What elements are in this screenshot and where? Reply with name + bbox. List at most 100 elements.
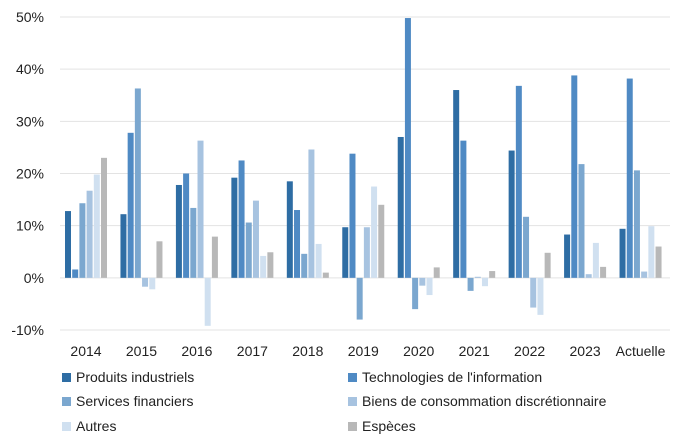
bar xyxy=(619,228,626,278)
bar xyxy=(260,255,267,278)
x-tick-label: 2014 xyxy=(70,343,101,359)
bar xyxy=(149,277,156,290)
bar xyxy=(286,181,293,278)
bar xyxy=(626,78,633,278)
y-tick-label: 30% xyxy=(16,113,44,129)
legend-label: Autres xyxy=(76,418,116,434)
bar xyxy=(600,266,607,278)
bar xyxy=(412,277,419,310)
bar xyxy=(120,214,127,278)
y-tick-label: 20% xyxy=(16,166,44,182)
x-tick-label: 2020 xyxy=(403,343,434,359)
bar xyxy=(585,274,592,278)
bar xyxy=(342,227,349,278)
x-tick-label: 2018 xyxy=(292,343,323,359)
bar xyxy=(175,184,182,278)
bar xyxy=(101,157,107,278)
legend-swatch xyxy=(62,397,71,406)
bar xyxy=(508,150,515,278)
bar xyxy=(322,272,329,278)
bars xyxy=(65,18,662,326)
y-axis-ticks: 50% 40% 30% 20% 10% 0% -10% xyxy=(11,9,44,338)
bar xyxy=(460,140,467,278)
bar xyxy=(489,271,496,278)
x-tick-label: 2021 xyxy=(459,343,490,359)
bar xyxy=(86,190,93,278)
y-tick-label: 50% xyxy=(16,9,44,25)
y-tick-label: 10% xyxy=(16,218,44,234)
bar xyxy=(648,226,655,278)
legend: Produits industriels Technologies de l'in… xyxy=(62,369,607,434)
bar xyxy=(72,269,79,278)
x-tick-label: Actuelle xyxy=(616,343,666,359)
bar xyxy=(134,88,141,278)
bar xyxy=(349,153,356,278)
bar xyxy=(397,136,404,278)
bar xyxy=(245,222,252,278)
bar xyxy=(544,252,551,278)
x-tick-label: 2017 xyxy=(237,343,268,359)
y-tick-label: -10% xyxy=(11,322,44,338)
bar xyxy=(142,277,149,287)
bar xyxy=(474,276,481,278)
bar xyxy=(641,271,648,278)
x-tick-label: 2016 xyxy=(181,343,212,359)
x-tick-label: 2022 xyxy=(514,343,545,359)
bar xyxy=(231,177,238,278)
bar xyxy=(371,186,378,278)
bar xyxy=(197,140,204,278)
legend-label: Espèces xyxy=(362,418,416,434)
bar xyxy=(252,200,259,278)
bar xyxy=(308,149,315,278)
legend-label: Technologies de l'information xyxy=(362,369,542,385)
bar xyxy=(515,85,522,278)
bar xyxy=(190,207,197,278)
bar xyxy=(419,277,426,286)
bar xyxy=(481,277,488,287)
bar xyxy=(655,246,662,278)
bar xyxy=(156,241,163,278)
bar xyxy=(378,204,385,278)
legend-swatch xyxy=(348,422,357,431)
legend-swatch xyxy=(62,373,71,382)
bar xyxy=(65,211,71,278)
legend-swatch xyxy=(62,422,71,431)
legend-swatch xyxy=(348,373,357,382)
legend-label: Services financiers xyxy=(76,393,194,409)
bar xyxy=(467,277,474,291)
bar xyxy=(537,277,544,315)
bar xyxy=(301,253,308,278)
bar xyxy=(433,267,440,278)
x-tick-label: 2019 xyxy=(348,343,379,359)
x-tick-label: 2015 xyxy=(126,343,157,359)
bar xyxy=(564,234,571,278)
y-tick-label: 40% xyxy=(16,61,44,77)
x-tick-label: 2023 xyxy=(570,343,601,359)
bar xyxy=(127,132,134,278)
bar xyxy=(523,216,530,278)
bar xyxy=(238,160,245,278)
bar xyxy=(571,75,578,278)
bar xyxy=(211,236,218,278)
bar xyxy=(363,227,370,278)
x-axis-ticks: 2014 2015 2016 2017 2018 2019 2020 2021 2022 2023… xyxy=(70,343,665,359)
bar xyxy=(633,170,640,278)
bar xyxy=(294,210,301,278)
legend-swatch xyxy=(348,397,357,406)
bar xyxy=(79,203,86,278)
y-tick-label: 0% xyxy=(24,270,44,286)
bar xyxy=(204,277,211,326)
bar xyxy=(404,18,411,278)
bar xyxy=(356,277,363,320)
bar xyxy=(267,252,274,278)
bar xyxy=(426,277,433,296)
bar xyxy=(578,164,585,278)
bar xyxy=(93,174,100,278)
bar xyxy=(453,90,460,278)
bar xyxy=(530,277,537,308)
bar xyxy=(183,173,190,278)
legend-label: Produits industriels xyxy=(76,369,194,385)
legend-label: Biens de consommation discrétionnaire xyxy=(362,393,607,409)
bar xyxy=(592,242,599,278)
